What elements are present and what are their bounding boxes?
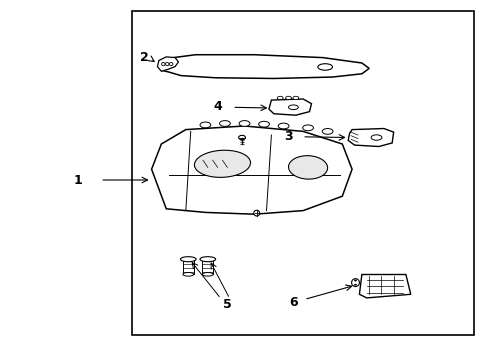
Ellipse shape	[278, 123, 288, 129]
Polygon shape	[157, 57, 178, 71]
Ellipse shape	[302, 125, 313, 131]
Ellipse shape	[322, 129, 332, 134]
Ellipse shape	[317, 64, 332, 70]
Bar	[132, 11, 473, 335]
Text: 3: 3	[284, 130, 292, 143]
Ellipse shape	[351, 279, 359, 287]
Ellipse shape	[200, 257, 215, 262]
Ellipse shape	[285, 96, 291, 100]
Ellipse shape	[161, 63, 165, 66]
Ellipse shape	[183, 273, 193, 276]
Ellipse shape	[180, 257, 196, 262]
Ellipse shape	[238, 135, 245, 140]
Ellipse shape	[288, 156, 327, 179]
Ellipse shape	[353, 284, 356, 285]
Text: 2: 2	[140, 51, 148, 64]
Polygon shape	[151, 126, 351, 214]
Polygon shape	[359, 275, 410, 298]
FancyBboxPatch shape	[183, 258, 193, 274]
Text: 5: 5	[223, 298, 231, 311]
FancyBboxPatch shape	[202, 258, 213, 274]
Ellipse shape	[194, 150, 250, 177]
Polygon shape	[268, 99, 311, 115]
Polygon shape	[347, 129, 393, 147]
Ellipse shape	[169, 63, 173, 66]
Ellipse shape	[277, 96, 283, 100]
Ellipse shape	[200, 122, 210, 128]
Ellipse shape	[165, 63, 169, 66]
Ellipse shape	[258, 121, 269, 127]
Ellipse shape	[202, 273, 213, 276]
Polygon shape	[161, 55, 368, 78]
Ellipse shape	[219, 121, 230, 126]
Ellipse shape	[288, 105, 298, 110]
Text: 1: 1	[74, 174, 82, 186]
Ellipse shape	[239, 121, 249, 126]
Ellipse shape	[292, 96, 298, 100]
Ellipse shape	[353, 280, 356, 281]
Text: 4: 4	[213, 100, 222, 113]
Text: 6: 6	[288, 296, 297, 309]
Ellipse shape	[253, 210, 259, 216]
Ellipse shape	[370, 135, 381, 140]
